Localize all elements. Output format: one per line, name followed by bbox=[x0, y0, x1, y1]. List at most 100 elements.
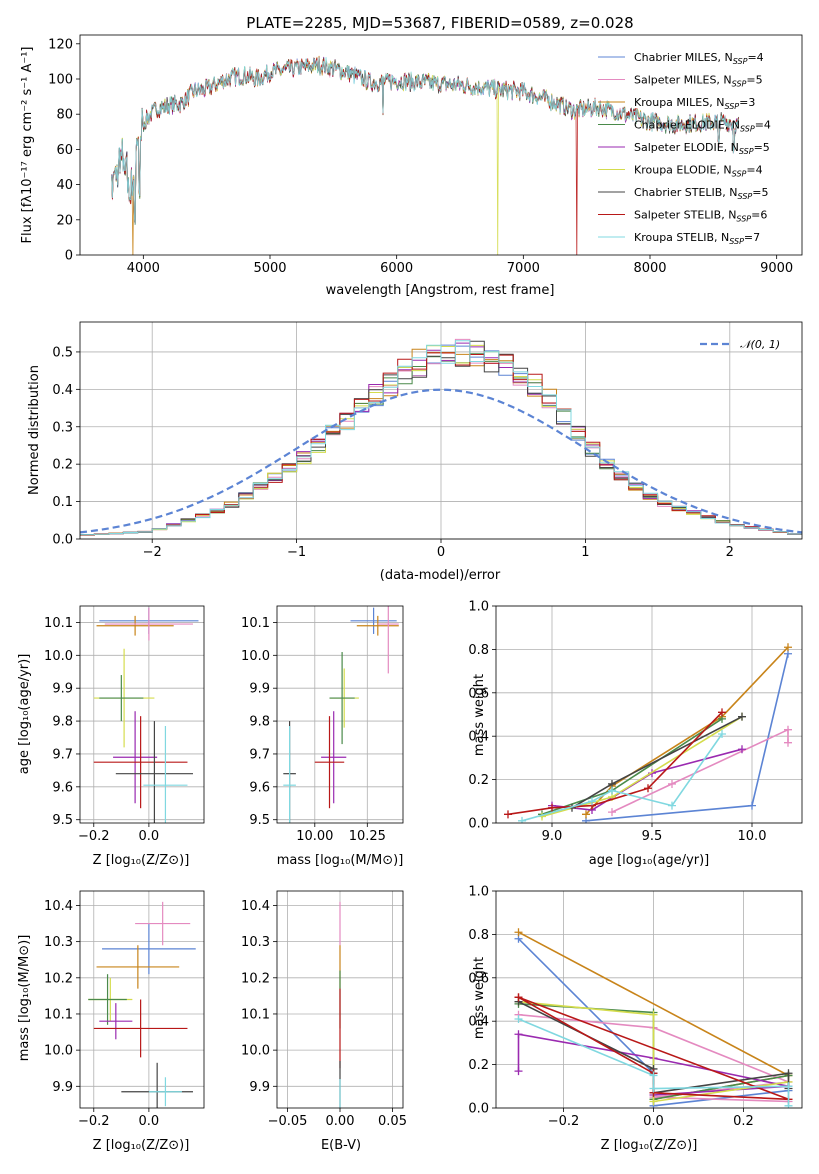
y-tick-label: 10.4 bbox=[241, 899, 270, 914]
plus-marker bbox=[514, 1030, 523, 1039]
legend-subscript: SSP bbox=[732, 170, 747, 179]
legend-text: Kroupa ELODIE, N bbox=[634, 164, 732, 177]
plus-marker bbox=[514, 928, 523, 937]
y-tick-label: 0.0 bbox=[468, 1102, 489, 1117]
x-tick-label: 9.0 bbox=[542, 829, 563, 844]
plus-marker bbox=[514, 1067, 523, 1076]
x-tick-label: 10.25 bbox=[349, 829, 386, 844]
legend-text: Chabrier ELODIE, N bbox=[634, 119, 740, 132]
age-mass-xlabel: mass [log₁₀(M/M⊙)] bbox=[277, 853, 404, 868]
x-tick-label: 0.0 bbox=[139, 829, 160, 844]
y-tick-label: 0.6 bbox=[468, 971, 489, 986]
y-tick-label: 0.3 bbox=[52, 420, 73, 435]
plus-marker bbox=[784, 738, 792, 747]
plus-marker bbox=[718, 730, 726, 739]
plot-area bbox=[504, 643, 792, 823]
y-tick-label: 1.0 bbox=[468, 885, 489, 900]
plus-marker bbox=[738, 712, 746, 721]
residual-ylabel: Normed distribution bbox=[27, 365, 42, 495]
plus-marker bbox=[644, 784, 652, 793]
legend-text: =7 bbox=[744, 231, 760, 244]
legend-text: =4 bbox=[747, 51, 763, 64]
y-tick-label: 1.0 bbox=[468, 600, 489, 615]
x-tick-label: 8000 bbox=[633, 261, 666, 276]
plus-marker bbox=[548, 803, 556, 812]
weight-age-xlabel: age [log₁₀(age/yr)] bbox=[589, 853, 710, 868]
age-z-ylabel: age [log₁₀(age/yr)] bbox=[17, 654, 32, 775]
weight-line-6 bbox=[518, 1000, 789, 1103]
normal-legend-label: 𝒩(0, 1) bbox=[740, 338, 780, 351]
y-tick-label: 0.8 bbox=[468, 643, 489, 658]
x-tick-label: 0.05 bbox=[378, 1114, 407, 1129]
y-tick-label: 9.5 bbox=[249, 813, 270, 828]
y-tick-label: 10.1 bbox=[44, 1007, 73, 1022]
y-tick-label: 10.0 bbox=[44, 1044, 73, 1059]
y-tick-label: 10.2 bbox=[44, 971, 73, 986]
x-tick-label: 1 bbox=[581, 545, 589, 560]
legend-subscript: SSP bbox=[740, 125, 755, 134]
x-tick-label: 0 bbox=[437, 545, 445, 560]
plus-marker bbox=[784, 725, 792, 734]
axes-frame bbox=[79, 34, 803, 256]
y-tick-label: 0.1 bbox=[52, 495, 73, 510]
y-tick-label: 0.6 bbox=[468, 686, 489, 701]
plus-marker bbox=[518, 816, 526, 823]
legend-subscript: SSP bbox=[738, 192, 753, 201]
axes-frame bbox=[495, 605, 803, 824]
plus-marker bbox=[649, 1010, 658, 1019]
axes-frame bbox=[276, 890, 404, 1109]
x-tick-label: 9000 bbox=[760, 261, 793, 276]
legend-text: =4 bbox=[746, 164, 762, 177]
legend-label-8: Salpeter STELIB, NSSP=6 bbox=[634, 209, 767, 224]
x-tick-label: 0.2 bbox=[733, 1114, 754, 1129]
y-tick-label: 0.0 bbox=[468, 817, 489, 832]
weight-age-ylabel: mass weight bbox=[472, 674, 487, 756]
histogram-9 bbox=[80, 340, 802, 536]
x-tick-label: −0.2 bbox=[78, 1114, 110, 1129]
y-tick-label: 0.4 bbox=[468, 1015, 489, 1030]
mass-vs-metallicity-panel: −0.2 0.0 9.9 10.0 10.1 10.2 10.3 10.4 bbox=[44, 890, 205, 1129]
y-tick-label: 10.3 bbox=[44, 935, 73, 950]
legend-text: =5 bbox=[754, 141, 770, 154]
plot-area bbox=[283, 606, 399, 823]
legend-label-3: Kroupa MILES, NSSP=3 bbox=[634, 96, 755, 111]
y-tick-label: 9.7 bbox=[249, 747, 270, 762]
axes-frame bbox=[276, 605, 404, 824]
y-tick-label: 0.5 bbox=[52, 345, 73, 360]
x-tick-label: 4000 bbox=[127, 261, 160, 276]
x-tick-label: −2 bbox=[143, 545, 162, 560]
legend-label-9: Kroupa STELIB, NSSP=7 bbox=[634, 231, 760, 246]
x-tick-label: 0.0 bbox=[139, 1114, 160, 1129]
plus-marker bbox=[738, 745, 746, 754]
weight-line-2 bbox=[585, 646, 789, 815]
y-tick-label: 120 bbox=[48, 37, 73, 52]
y-tick-label: 0.2 bbox=[52, 458, 73, 473]
y-tick-label: 0.4 bbox=[468, 730, 489, 745]
y-tick-label: 0.2 bbox=[468, 773, 489, 788]
y-tick-label: 100 bbox=[48, 73, 73, 88]
weight-z-xlabel: Z [log₁₀(Z/Z⊙)] bbox=[601, 1138, 698, 1153]
legend-subscript: SSP bbox=[729, 237, 744, 246]
plus-marker bbox=[504, 810, 512, 819]
x-tick-label: −1 bbox=[287, 545, 306, 560]
legend-text: Chabrier MILES, N bbox=[634, 51, 733, 64]
axes-frame bbox=[79, 605, 205, 824]
legend-text: =6 bbox=[751, 209, 767, 222]
y-tick-label: 9.7 bbox=[52, 747, 73, 762]
plus-marker bbox=[514, 993, 523, 1002]
residual-xlabel: (data-model)/error bbox=[380, 568, 501, 583]
plus-marker bbox=[608, 786, 616, 795]
legend-subscript: SSP bbox=[739, 147, 754, 156]
legend-text: Kroupa STELIB, N bbox=[634, 231, 729, 244]
weight-z-ylabel: mass weight bbox=[472, 957, 487, 1039]
y-tick-label: 10.0 bbox=[241, 649, 270, 664]
age-vs-mass-panel: 10.00 10.25 9.5 9.6 9.7 9.8 9.9 10.0 10.1 bbox=[241, 605, 404, 844]
plus-marker bbox=[748, 801, 756, 810]
plus-marker bbox=[649, 1084, 658, 1093]
mass-z-ylabel: mass [log₁₀(M/M⊙)] bbox=[17, 935, 32, 1062]
x-tick-label: 0.00 bbox=[326, 1114, 355, 1129]
legend-label-1: Chabrier MILES, NSSP=4 bbox=[634, 51, 764, 66]
plus-marker bbox=[668, 801, 676, 810]
legend-subscript: SSP bbox=[724, 102, 739, 111]
